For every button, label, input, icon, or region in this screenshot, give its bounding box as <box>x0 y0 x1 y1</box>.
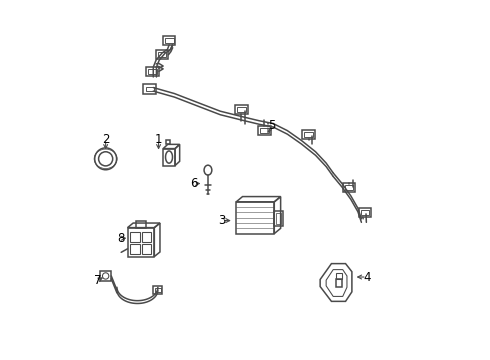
Bar <box>156 50 169 59</box>
Bar <box>276 213 281 224</box>
Bar <box>274 211 283 226</box>
Bar <box>130 232 140 242</box>
Bar <box>163 36 175 45</box>
Bar <box>237 107 245 112</box>
Text: 2: 2 <box>102 133 109 146</box>
Bar <box>127 228 154 257</box>
Bar <box>130 244 140 254</box>
Text: 8: 8 <box>117 232 124 245</box>
Bar <box>148 69 157 74</box>
Bar <box>163 149 175 166</box>
Text: 4: 4 <box>363 270 370 284</box>
Bar <box>336 279 342 287</box>
Text: 6: 6 <box>190 177 197 190</box>
Bar <box>142 244 151 254</box>
Text: 5: 5 <box>268 119 275 132</box>
Bar <box>146 67 159 76</box>
Text: 7: 7 <box>94 274 101 287</box>
Bar <box>166 140 171 144</box>
Bar <box>158 52 166 57</box>
Bar <box>100 271 111 281</box>
Bar <box>302 130 315 139</box>
Bar <box>260 128 269 133</box>
Bar <box>235 105 248 114</box>
Bar <box>146 86 154 91</box>
Bar <box>345 185 353 190</box>
Bar <box>361 210 369 215</box>
Bar <box>359 208 371 217</box>
Bar <box>144 84 156 94</box>
Text: 3: 3 <box>219 214 226 227</box>
Bar <box>152 286 163 294</box>
Bar <box>258 126 271 135</box>
Bar <box>165 38 174 43</box>
Bar <box>336 273 342 279</box>
Bar <box>343 183 355 192</box>
Bar <box>304 132 313 136</box>
Bar <box>136 221 146 228</box>
Text: 1: 1 <box>155 133 162 146</box>
Bar <box>236 202 274 234</box>
Bar <box>142 232 151 242</box>
Bar <box>155 288 161 292</box>
